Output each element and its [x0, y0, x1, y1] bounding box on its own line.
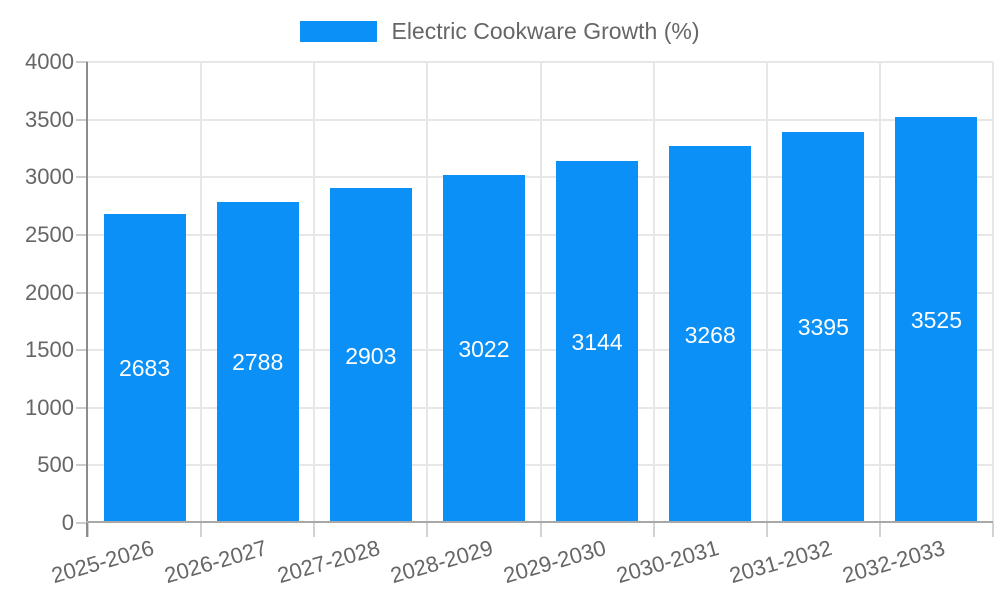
- bar[interactable]: [216, 201, 299, 523]
- y-axis-tick-label: 0: [61, 510, 74, 535]
- y-tick-mark: [76, 118, 88, 121]
- x-axis-line: [86, 521, 993, 523]
- bar-value-label: 2903: [345, 342, 397, 369]
- bar[interactable]: [103, 213, 186, 523]
- y-tick-mark: [76, 522, 88, 524]
- legend-label: Electric Cookware Growth (%): [391, 18, 700, 44]
- bar[interactable]: [782, 131, 865, 523]
- legend[interactable]: Electric Cookware Growth (%): [0, 18, 1000, 44]
- bar-value-label: 3525: [910, 306, 963, 333]
- y-tick-mark: [76, 61, 88, 63]
- bar[interactable]: [669, 146, 752, 523]
- y-axis-tick-label: 1000: [25, 394, 74, 420]
- y-tick-mark: [76, 349, 88, 352]
- x-tick-mark: [200, 523, 203, 537]
- y-tick-mark: [76, 233, 88, 236]
- legend-swatch-icon: [300, 20, 378, 42]
- vertical-gridline: [313, 62, 316, 523]
- bar-value-label: 3268: [684, 321, 736, 348]
- y-tick-mark: [76, 291, 88, 294]
- bar[interactable]: [895, 116, 978, 523]
- vertical-gridline: [652, 62, 655, 523]
- x-tick-mark: [765, 523, 768, 537]
- bar[interactable]: [442, 174, 525, 523]
- vertical-gridline: [539, 62, 542, 523]
- vertical-gridline: [992, 62, 994, 523]
- y-tick-mark: [76, 176, 88, 179]
- bar-value-label: 3022: [458, 335, 510, 362]
- x-tick-mark: [878, 523, 881, 537]
- vertical-gridline: [426, 62, 429, 523]
- bar-value-label: 3144: [571, 328, 623, 355]
- y-axis-line: [86, 62, 88, 537]
- y-tick-mark: [76, 406, 88, 409]
- x-tick-mark: [313, 523, 316, 537]
- x-tick-mark: [992, 523, 994, 537]
- y-axis-tick-label: 3500: [25, 106, 74, 132]
- vertical-gridline: [878, 62, 881, 523]
- y-axis-tick-label: 3000: [25, 164, 74, 190]
- y-axis-tick-label: 500: [37, 452, 74, 478]
- plot-area: 2683 2788 2903 3022 3144 3268 3395 3525: [76, 61, 994, 537]
- bar[interactable]: [329, 188, 412, 523]
- bar-value-label: 2788: [232, 349, 284, 376]
- bar-value-label: 2683: [118, 355, 171, 382]
- vertical-gridline: [200, 62, 203, 523]
- bar[interactable]: [556, 160, 639, 523]
- y-axis-tick-label: 2500: [25, 221, 74, 247]
- x-tick-mark: [652, 523, 655, 537]
- x-tick-mark: [87, 523, 89, 537]
- x-tick-mark: [539, 523, 542, 537]
- y-tick-mark: [76, 464, 88, 467]
- y-axis-tick-label: 4000: [25, 49, 74, 74]
- bar-value-label: 3395: [797, 314, 849, 341]
- x-tick-mark: [426, 523, 429, 537]
- vertical-gridline: [765, 62, 768, 523]
- y-axis-tick-label: 1500: [25, 337, 74, 363]
- y-axis-tick-label: 2000: [25, 279, 74, 305]
